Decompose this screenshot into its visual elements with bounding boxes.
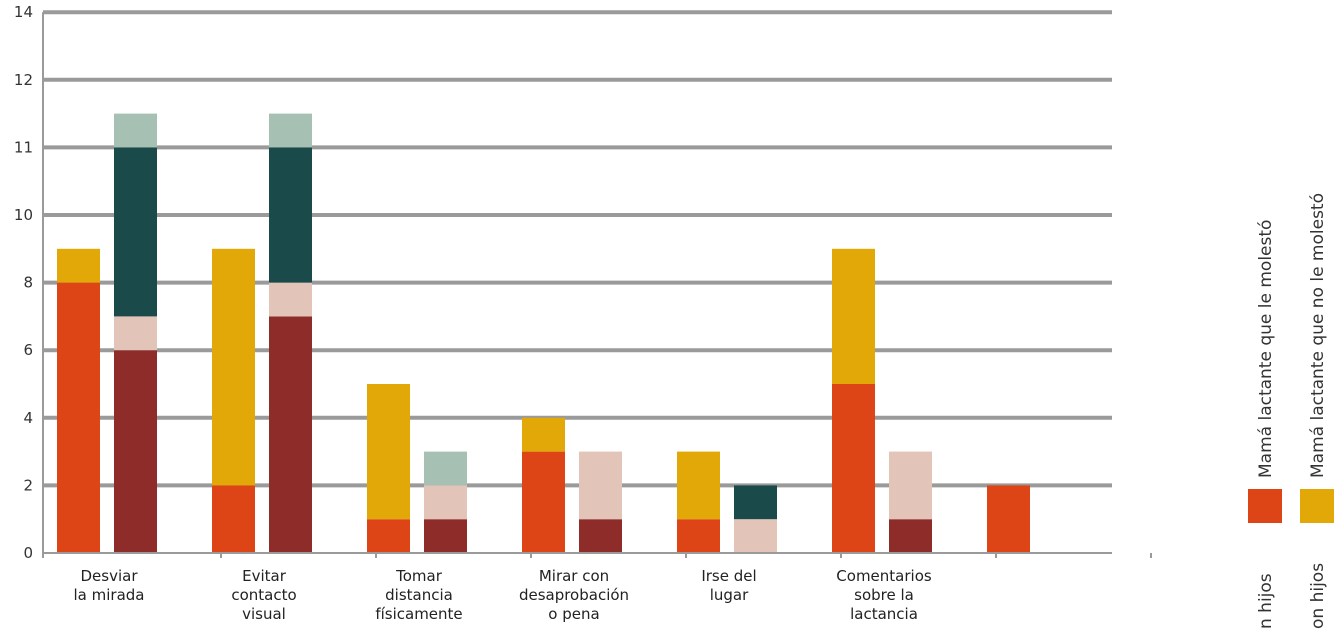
bar-segment bbox=[57, 248, 100, 283]
x-category-label: Mirar con bbox=[539, 567, 609, 585]
x-category-label: distancia bbox=[385, 586, 453, 604]
x-category-label: lugar bbox=[710, 586, 749, 604]
bar-segment bbox=[269, 282, 312, 317]
y-tick-label: 12 bbox=[14, 71, 33, 89]
gridlines bbox=[43, 10, 1112, 488]
bar-segment bbox=[114, 113, 157, 148]
bar-segment bbox=[114, 316, 157, 351]
bar-segment bbox=[522, 417, 565, 452]
y-tick-label: 2 bbox=[23, 476, 33, 494]
bar-segment bbox=[212, 248, 255, 486]
x-category-label: la mirada bbox=[74, 586, 145, 604]
bar-segment bbox=[889, 519, 932, 553]
bar-segment bbox=[734, 519, 777, 553]
bar-segment bbox=[579, 519, 622, 553]
x-category-label: Comentarios bbox=[836, 567, 932, 585]
bar-segment bbox=[367, 519, 410, 553]
bar-segment bbox=[57, 282, 100, 553]
x-category-label: sobre la bbox=[854, 586, 914, 604]
legend: Mamá lactante que le molestó n hijos Mamá … bbox=[1248, 193, 1334, 629]
bar-segment bbox=[269, 113, 312, 148]
x-category-label: visual bbox=[242, 605, 286, 623]
bar-segment bbox=[677, 519, 720, 553]
x-category-label: Irse del bbox=[701, 567, 756, 585]
bar-segment bbox=[677, 451, 720, 520]
legend-label: Mamá lactante que no le molestó bbox=[1308, 193, 1328, 478]
bar-segment bbox=[522, 451, 565, 553]
bar-segment bbox=[579, 451, 622, 520]
bar-segment bbox=[114, 147, 157, 317]
bar-segment bbox=[987, 485, 1030, 553]
legend-label-fragment: n hijos bbox=[1256, 573, 1276, 629]
x-axis bbox=[42, 12, 1152, 558]
x-category-label: lactancia bbox=[850, 605, 918, 623]
x-category-label: Evitar bbox=[242, 567, 287, 585]
bars bbox=[57, 113, 1030, 553]
legend-label: Mamá lactante que le molestó bbox=[1256, 220, 1276, 478]
bar-segment bbox=[889, 451, 932, 520]
y-tick-label: 10 bbox=[14, 206, 33, 224]
bar-segment bbox=[367, 384, 410, 520]
x-category-label: Tomar bbox=[395, 567, 443, 585]
x-category-label: contacto bbox=[231, 586, 296, 604]
bar-segment bbox=[424, 451, 467, 486]
y-tick-label: 4 bbox=[23, 409, 33, 427]
y-tick-label: 0 bbox=[23, 544, 33, 562]
y-tick-label: 11 bbox=[14, 138, 33, 156]
bar-segment bbox=[114, 350, 157, 553]
x-category-label: físicamente bbox=[375, 605, 462, 623]
bar-segment bbox=[832, 384, 875, 553]
bar-segment bbox=[424, 485, 467, 520]
legend-label-fragment: on hijos bbox=[1308, 563, 1328, 629]
x-category-label: o pena bbox=[548, 605, 599, 623]
y-axis-ticks: 0 2 4 6 8 10 11 12 14 bbox=[14, 3, 33, 562]
bar-segment bbox=[832, 248, 875, 384]
bar-segment bbox=[269, 147, 312, 283]
bar-segment bbox=[269, 316, 312, 553]
y-tick-label: 14 bbox=[14, 3, 33, 21]
y-tick-label: 6 bbox=[23, 341, 33, 359]
bar-segment bbox=[734, 485, 777, 520]
legend-swatch bbox=[1300, 489, 1334, 523]
bar-segment bbox=[212, 485, 255, 553]
x-category-label: desaprobación bbox=[519, 586, 629, 604]
bar-segment bbox=[424, 519, 467, 553]
legend-swatch bbox=[1248, 489, 1282, 523]
x-category-label: Desviar bbox=[81, 567, 139, 585]
y-tick-label: 8 bbox=[23, 274, 33, 292]
